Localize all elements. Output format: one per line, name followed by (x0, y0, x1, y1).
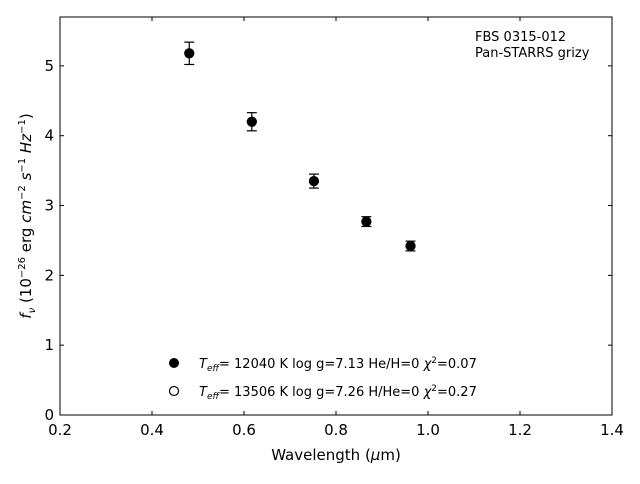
annotation-line-1: FBS 0315-012 (475, 30, 566, 45)
legend-marker-open (168, 385, 180, 397)
ticks: 0.2 0.4 0.6 0.8 1.0 1.2 1.4 0 1 2 3 4 5 (44, 17, 624, 439)
x-tick-label: 1.4 (600, 421, 624, 439)
y-axis-title: fν (10−26 erg cm−2 s−1 Hz−1) (17, 113, 38, 318)
y-tick-label: 4 (44, 127, 54, 145)
x-tick-label: 0.8 (324, 421, 348, 439)
model-point-filled (308, 176, 319, 187)
x-axis-title: Wavelength (μm) (271, 446, 401, 464)
legend-label-1: Teff= 12040 K log g=7.13 He/H=0 χ2=0.07 (199, 356, 477, 374)
model-point-filled (405, 241, 416, 252)
data-marks (184, 41, 416, 252)
legend-label-2: Teff= 13506 K log g=7.26 H/He=0 χ2=0.27 (199, 384, 477, 402)
x-tick-label: 1.0 (416, 421, 440, 439)
model-point-filled (361, 216, 372, 227)
x-tick-label: 0.2 (48, 421, 72, 439)
y-tick-label: 5 (44, 57, 54, 75)
annotation-line-2: Pan-STARRS grizy (475, 46, 590, 61)
y-tick-label: 2 (44, 266, 54, 284)
legend: Teff= 12040 K log g=7.13 He/H=0 χ2=0.07 … (168, 356, 477, 402)
legend-marker-filled (169, 358, 179, 368)
x-tick-label: 0.6 (232, 421, 256, 439)
model-point-filled (184, 48, 195, 59)
y-tick-label: 3 (44, 197, 54, 215)
y-tick-label: 1 (44, 336, 54, 354)
plot-frame (59, 16, 613, 416)
model-point-filled (246, 116, 257, 127)
x-tick-label: 1.2 (508, 421, 532, 439)
x-tick-label: 0.4 (140, 421, 164, 439)
y-tick-label: 0 (44, 406, 54, 424)
